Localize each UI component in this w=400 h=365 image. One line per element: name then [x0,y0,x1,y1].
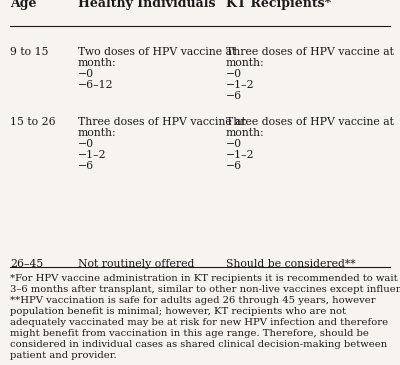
Text: considered in individual cases as shared clinical decision-making between: considered in individual cases as shared… [10,340,387,349]
Text: −6: −6 [78,161,94,170]
Text: patient and provider.: patient and provider. [10,351,117,360]
Text: −6–12: −6–12 [78,80,114,90]
Text: month:: month: [226,58,265,68]
Text: month:: month: [78,58,117,68]
Text: −1–2: −1–2 [226,150,255,160]
Text: −0: −0 [78,139,94,149]
Text: month:: month: [78,128,117,138]
Text: population benefit is minimal; however, KT recipients who are not: population benefit is minimal; however, … [10,307,346,316]
Text: Three doses of HPV vaccine at: Three doses of HPV vaccine at [78,117,246,127]
Text: **HPV vaccination is safe for adults aged 26 through 45 years, however: **HPV vaccination is safe for adults age… [10,296,376,306]
Text: −1–2: −1–2 [78,150,107,160]
Text: −6: −6 [226,91,242,101]
Text: −0: −0 [78,69,94,79]
Text: 15 to 26: 15 to 26 [10,117,56,127]
Text: Should be considered**: Should be considered** [226,259,356,269]
Text: Age: Age [10,0,36,10]
Text: Three doses of HPV vaccine at: Three doses of HPV vaccine at [226,47,394,57]
Text: Three doses of HPV vaccine at: Three doses of HPV vaccine at [226,117,394,127]
Text: *For HPV vaccine administration in KT recipients it is recommended to wait: *For HPV vaccine administration in KT re… [10,274,398,284]
Text: month:: month: [226,128,265,138]
Text: −6: −6 [226,161,242,170]
Text: adequately vaccinated may be at risk for new HPV infection and therefore: adequately vaccinated may be at risk for… [10,318,388,327]
Text: 3–6 months after transplant, similar to other non-live vaccines except influenza: 3–6 months after transplant, similar to … [10,285,400,295]
Text: −0: −0 [226,69,242,79]
Text: −1–2: −1–2 [226,80,255,90]
Text: KT Recipients*: KT Recipients* [226,0,331,10]
Text: Not routinely offered: Not routinely offered [78,259,194,269]
Text: −0: −0 [226,139,242,149]
Text: might benefit from vaccination in this age range. Therefore, should be: might benefit from vaccination in this a… [10,329,369,338]
Text: Two doses of HPV vaccine at: Two doses of HPV vaccine at [78,47,236,57]
Text: 26–45: 26–45 [10,259,43,269]
Text: Healthy Individuals: Healthy Individuals [78,0,216,10]
Text: 9 to 15: 9 to 15 [10,47,48,57]
